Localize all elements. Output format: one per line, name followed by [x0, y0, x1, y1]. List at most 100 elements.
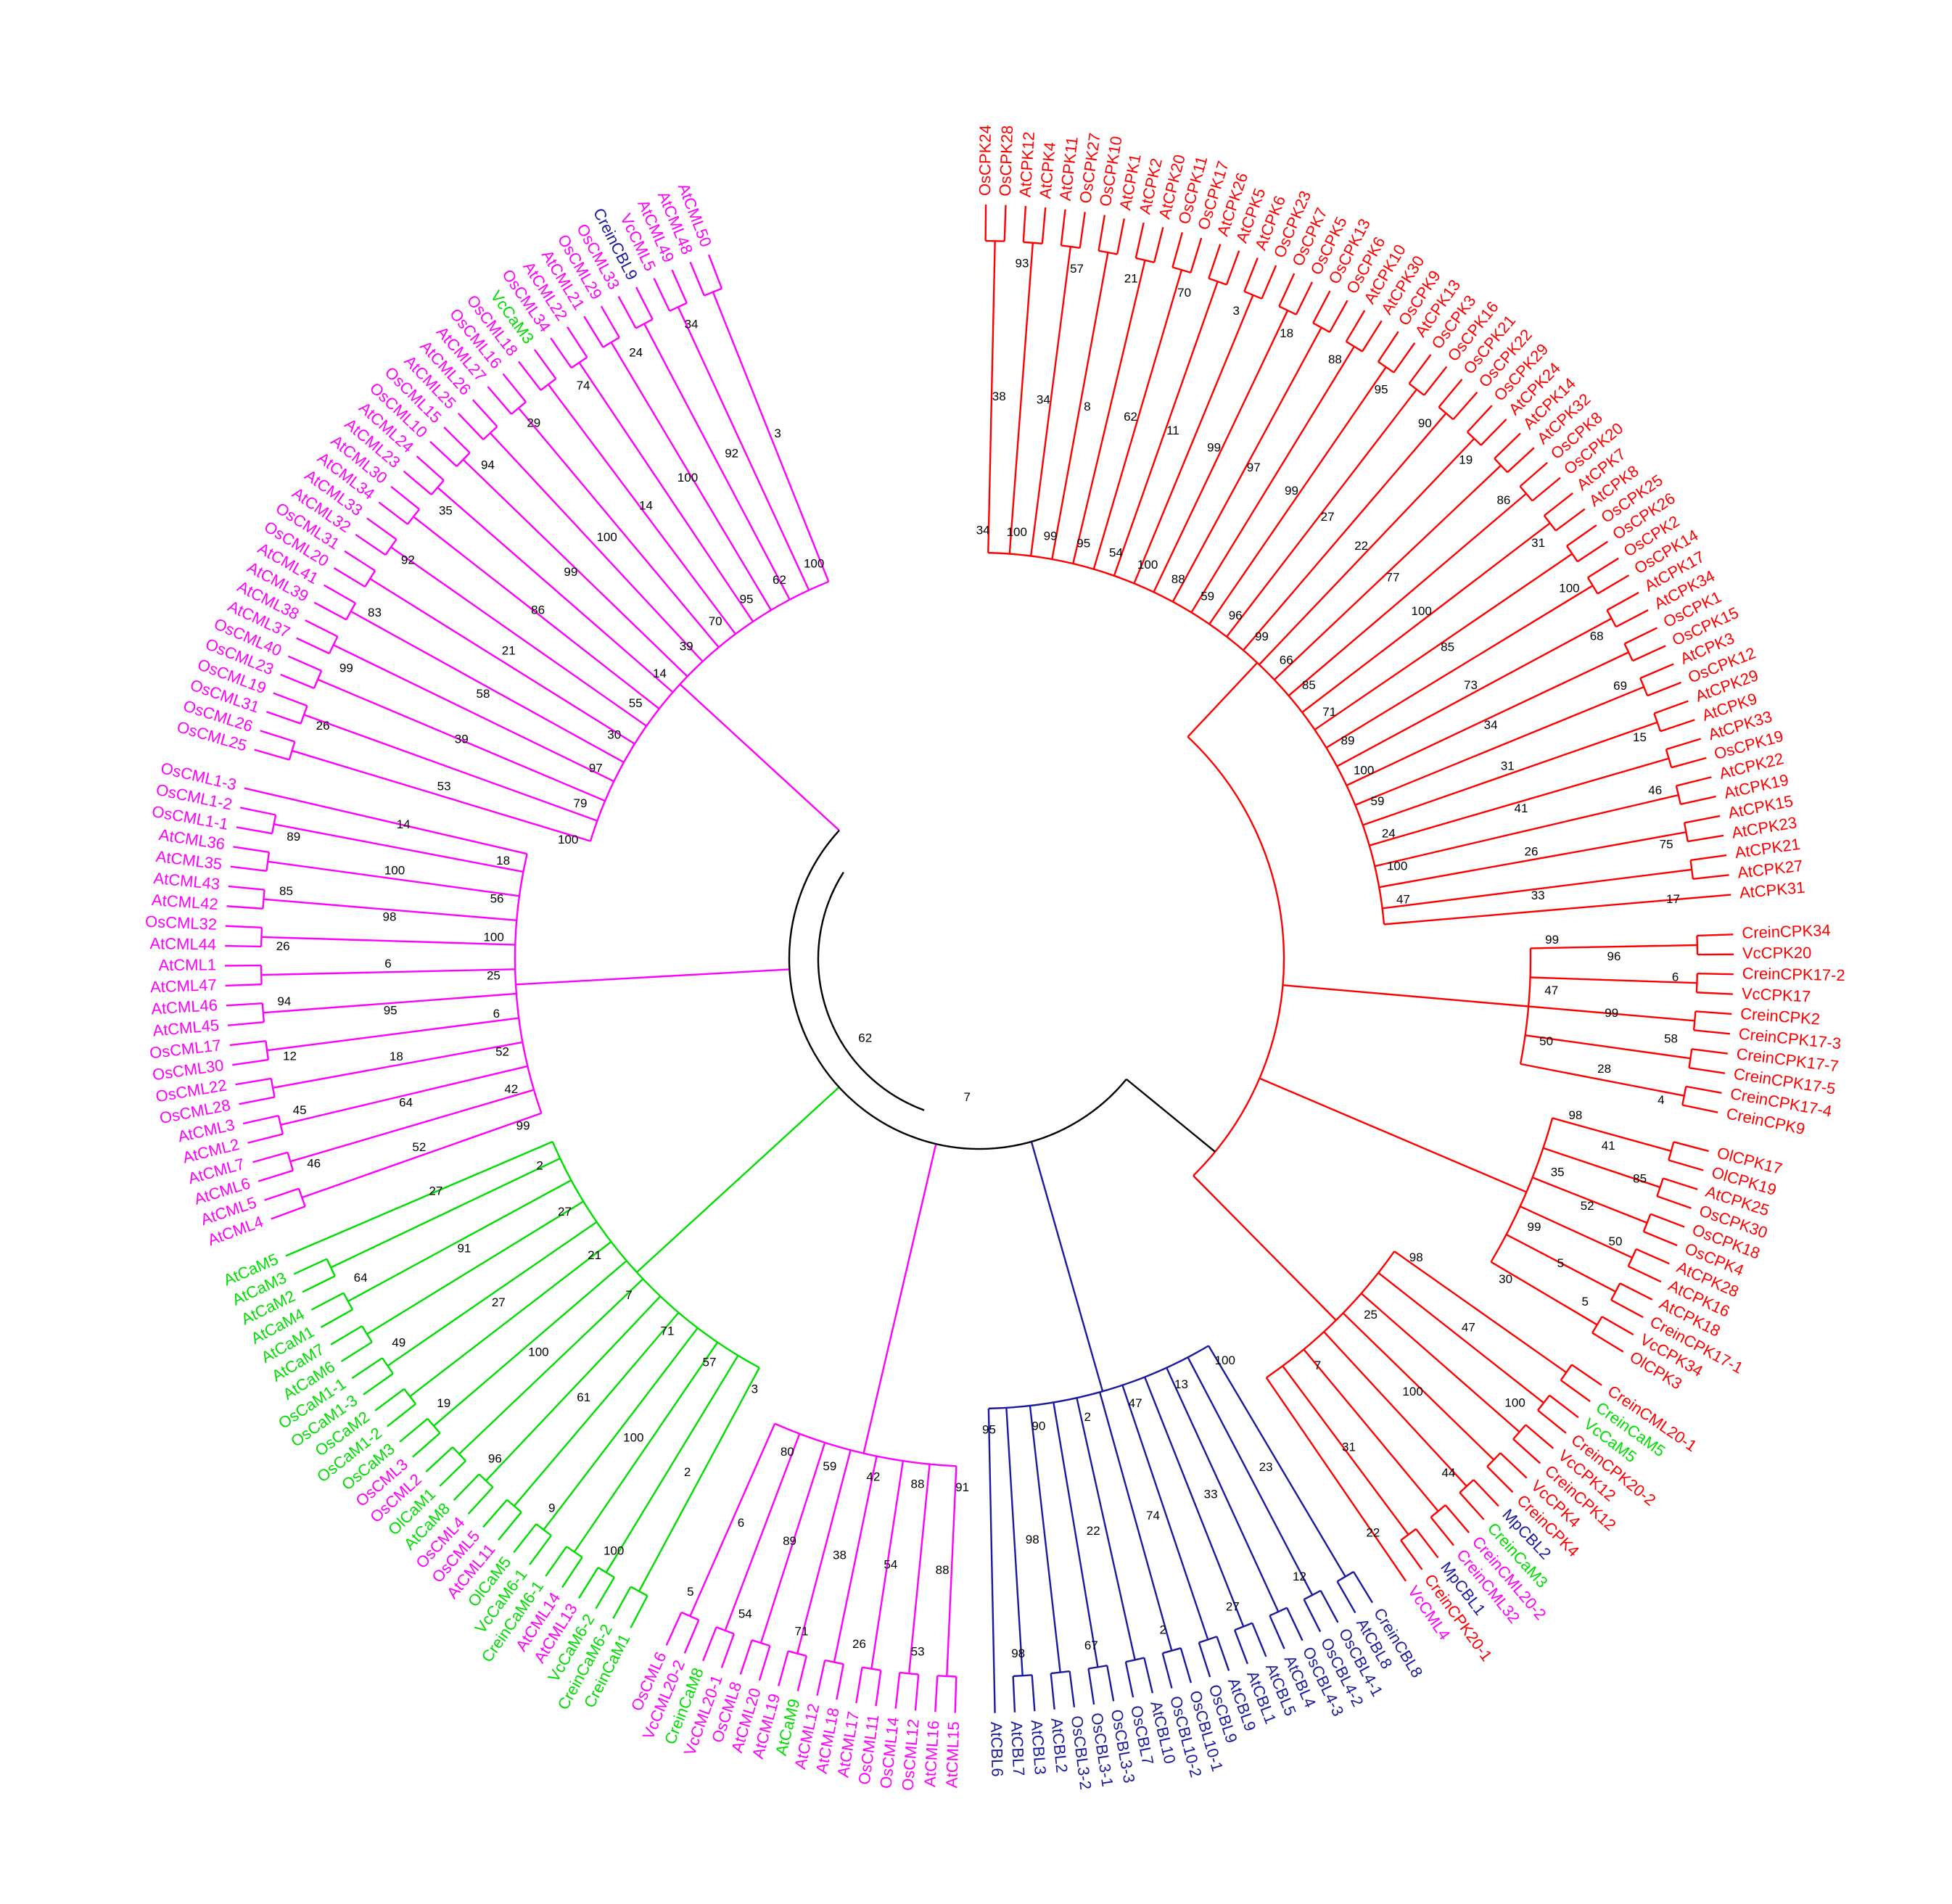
support-value: 45 — [293, 1103, 307, 1117]
branch — [409, 1241, 612, 1398]
branch — [1537, 1409, 1567, 1434]
branch — [1663, 1177, 1698, 1190]
branch — [550, 337, 572, 368]
branch — [1549, 1394, 1579, 1419]
branch — [227, 1021, 264, 1026]
branch — [758, 1645, 771, 1681]
branch — [833, 1456, 878, 1662]
branch — [934, 1676, 939, 1713]
branch — [324, 584, 356, 604]
branch — [265, 711, 302, 725]
branch — [1072, 260, 1146, 564]
branch — [1153, 310, 1289, 593]
branch — [1507, 447, 1535, 474]
leaf-label: AtCPK4 — [1036, 141, 1059, 199]
branch — [1233, 1629, 1248, 1665]
branch — [1121, 1385, 1209, 1640]
branch — [635, 287, 654, 320]
branch — [1519, 461, 1548, 487]
branch — [1597, 574, 1630, 595]
branch — [1345, 310, 1366, 342]
support-value: 22 — [1354, 539, 1368, 553]
branch — [1696, 992, 1733, 995]
branch — [1269, 1615, 1285, 1649]
branch — [1029, 1405, 1061, 1673]
branch — [333, 644, 614, 783]
branch — [788, 1650, 807, 1657]
support-value: 46 — [307, 1156, 321, 1170]
branch — [487, 386, 512, 415]
branch — [677, 306, 810, 591]
support-value: 7 — [625, 1288, 632, 1302]
clade-stem — [679, 683, 840, 831]
branch — [1525, 1034, 1691, 1060]
branch — [1208, 244, 1222, 279]
branch — [518, 407, 720, 648]
branch — [1323, 1331, 1467, 1487]
branch — [302, 1275, 336, 1293]
branch — [1288, 493, 1527, 697]
support-value: 34 — [685, 317, 699, 331]
branch — [1459, 1492, 1485, 1520]
branch — [1360, 1293, 1520, 1433]
branch — [1552, 1117, 1672, 1153]
branch — [545, 1546, 568, 1577]
branch — [310, 1292, 345, 1311]
branch — [1692, 874, 1729, 881]
support-value: 55 — [629, 696, 643, 710]
branch — [855, 1667, 863, 1704]
branch — [293, 1258, 328, 1275]
branch — [1499, 1452, 1528, 1479]
support-value: 47 — [1129, 1396, 1142, 1410]
branch — [1113, 281, 1219, 577]
branch — [862, 1666, 881, 1671]
branch — [1530, 944, 1697, 949]
support-value: 85 — [1302, 678, 1316, 692]
support-value: 5 — [1581, 1295, 1588, 1309]
branch — [1490, 1261, 1598, 1326]
branch — [277, 1115, 284, 1134]
support-value: 34 — [976, 524, 990, 537]
support-value: 62 — [1124, 410, 1137, 424]
support-value: 98 — [1011, 1647, 1025, 1660]
branch — [263, 992, 516, 1014]
branch — [264, 1187, 300, 1201]
branch — [387, 1221, 598, 1367]
branch — [1671, 757, 1707, 769]
support-value: 100 — [1215, 1353, 1235, 1367]
support-value: 11 — [1166, 424, 1179, 437]
support-value: 94 — [277, 994, 291, 1008]
branch — [1282, 1365, 1409, 1536]
support-value: 27 — [492, 1295, 506, 1309]
branch — [313, 601, 347, 621]
clade-arc — [988, 551, 1385, 925]
branch — [1346, 651, 1629, 786]
support-value: 2 — [1084, 1410, 1091, 1424]
leaf-label: VcCPK17 — [1741, 984, 1811, 1005]
branch — [333, 567, 366, 588]
branch — [1628, 1265, 1662, 1283]
branch — [535, 1523, 552, 1536]
branch — [1116, 218, 1126, 255]
support-value: 47 — [1544, 984, 1558, 997]
branch — [1695, 1010, 1732, 1015]
branch — [1697, 972, 1734, 976]
branch — [1342, 1312, 1495, 1461]
support-value: 68 — [1590, 630, 1604, 643]
branch — [1003, 205, 1007, 242]
branch — [280, 673, 315, 689]
branch — [347, 1179, 572, 1303]
branch — [382, 1357, 394, 1375]
support-value: 96 — [1607, 949, 1621, 963]
branch — [355, 533, 387, 556]
support-value: 41 — [1515, 801, 1528, 815]
branch — [1520, 1206, 1633, 1259]
branch — [1303, 1599, 1322, 1633]
branch — [1610, 1299, 1644, 1319]
support-value: 73 — [1464, 678, 1478, 692]
support-value: 99 — [1044, 529, 1058, 543]
branch — [1520, 1063, 1685, 1097]
branch — [578, 362, 754, 622]
support-value: 12 — [283, 1049, 297, 1063]
support-value: 30 — [1499, 1272, 1512, 1286]
